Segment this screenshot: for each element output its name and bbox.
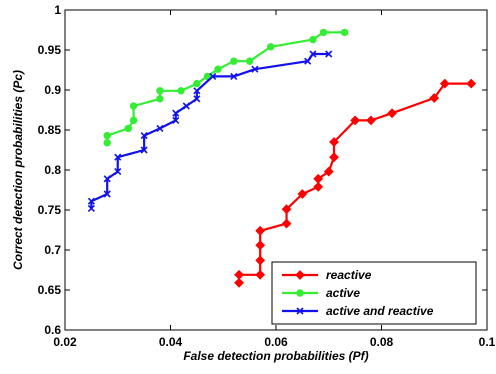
y-tick-label: 0.9 [44,83,61,97]
data-point [439,78,450,89]
series-active-and-reactive [87,50,333,212]
data-point [297,189,308,199]
legend-swatch-marker [295,270,305,280]
y-tick-label: 0.85 [38,123,62,137]
legend-swatch-marker [296,307,304,315]
series-active [103,28,349,147]
data-point [230,72,238,80]
data-point [172,116,180,124]
data-point [466,78,477,89]
data-point [267,43,275,51]
data-point [129,116,138,125]
y-tick-label: 0.65 [38,283,62,297]
data-point [340,28,349,37]
legend-entry: reactive [282,268,372,282]
series-reactive [234,78,477,288]
data-point [255,269,266,280]
data-point [193,87,201,95]
data-point [129,102,138,110]
legend-entry: active and reactive [282,304,434,318]
data-point [140,132,148,140]
data-point [366,115,376,126]
x-tick-label: 0.08 [370,335,394,349]
y-axis-label: Correct detection probabilities (Pc) [11,70,25,270]
data-point [103,139,111,147]
data-point [203,72,212,81]
data-point [87,204,95,212]
data-point [313,181,324,192]
data-point [193,95,201,103]
data-point [182,102,190,110]
legend-label: active and reactive [326,304,434,318]
data-point [350,115,361,126]
data-point [172,109,180,117]
y-tick-label: 0.6 [44,323,61,337]
legend-entry: active [282,286,360,300]
series-layer [87,28,477,288]
data-point [214,65,222,73]
data-point [124,124,133,133]
y-tick-label: 0.95 [38,43,62,57]
y-tick-label: 0.8 [44,163,61,177]
data-point [255,225,266,236]
data-point [209,72,217,80]
data-point [329,152,339,163]
data-point [156,95,164,103]
data-point [114,153,122,161]
data-point [234,269,244,280]
x-tick-label: 0.02 [53,335,77,349]
legend-swatch-marker [296,289,304,297]
data-point [429,93,440,103]
y-tick-label: 0.75 [38,203,62,217]
data-point [251,65,259,73]
legend-label: active [326,286,360,300]
data-point [103,190,111,198]
x-tick-label: 0.06 [264,335,288,349]
x-tick-label: 0.1 [479,335,496,349]
data-point [156,87,164,95]
y-tick-label: 1 [54,3,61,17]
data-point [313,173,324,184]
data-point [230,57,238,65]
data-point [245,57,254,65]
data-point [309,35,317,44]
data-point [323,166,334,177]
data-point [87,197,95,205]
data-point [177,87,185,95]
data-point [234,277,244,288]
data-point [103,131,111,140]
axes-layer: 0.02 0.04 0.06 0.08 0.1 0.6 0.65 0.7 0.75 0.8 0.85… [38,3,496,349]
data-point [255,255,266,266]
data-point [309,50,317,58]
x-tick-label: 0.04 [159,335,183,349]
legend: reactive active active and reactive [271,261,477,325]
x-axis-label: False detection probabilities (Pf) [183,349,368,363]
data-point [193,79,201,88]
data-point [114,168,122,176]
data-point [329,137,339,147]
data-point [304,57,312,65]
data-point [140,146,148,154]
data-point [281,218,292,229]
data-point [281,204,292,215]
data-point [255,240,266,251]
data-point [319,28,328,37]
legend-label: reactive [326,268,372,282]
data-point [156,124,164,132]
data-point [325,50,333,58]
data-point [103,175,111,183]
y-tick-label: 0.7 [44,243,61,257]
data-point [387,108,397,119]
